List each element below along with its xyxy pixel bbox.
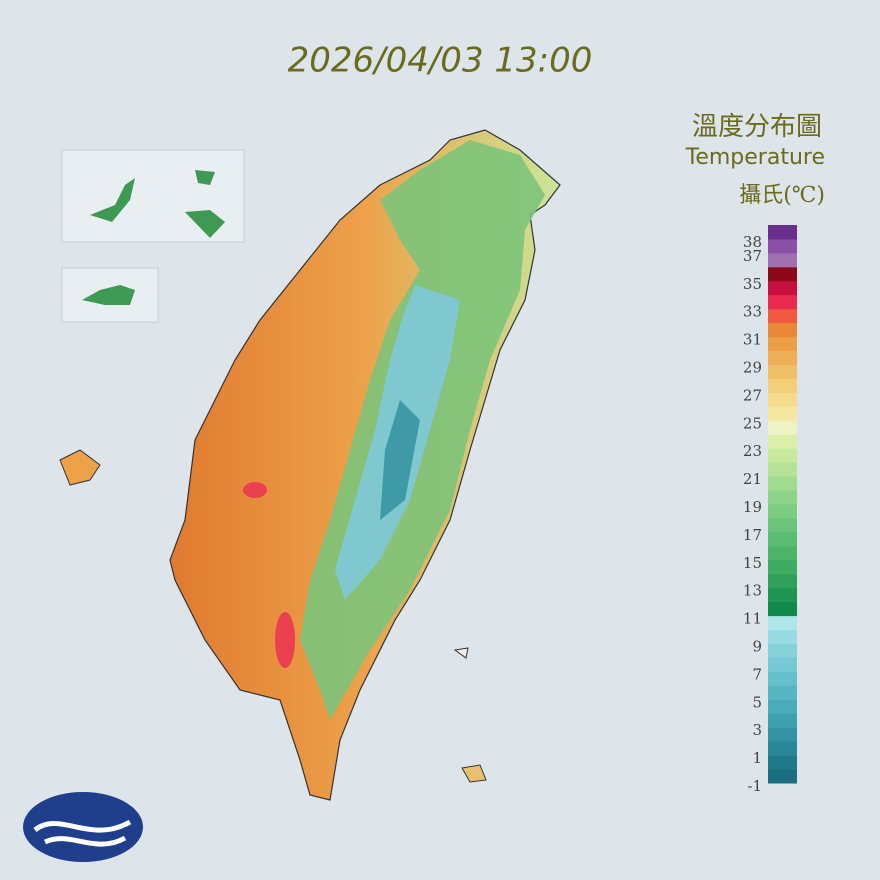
legend-swatch: [768, 755, 797, 770]
legend-swatch: [768, 434, 797, 449]
legend-label: -1: [747, 777, 762, 795]
legend-swatch: [768, 699, 797, 714]
logo-waves: [33, 819, 132, 847]
legend-unit: 攝氏(℃): [739, 183, 825, 208]
legend-swatch: [768, 587, 797, 603]
legend-label: 37: [743, 247, 762, 265]
legend-label: 27: [743, 386, 762, 404]
legend-swatch: [768, 350, 797, 365]
legend-swatch: [768, 225, 797, 240]
legend-swatch: [768, 266, 797, 282]
legend-label: 7: [752, 665, 762, 683]
legend-label: 31: [743, 331, 762, 349]
legend-swatch: [768, 545, 797, 561]
legend-label: 38: [743, 233, 762, 251]
legend-swatch: [768, 336, 797, 352]
legend-swatch: [768, 727, 797, 742]
legend-swatch: [768, 406, 797, 421]
legend-swatch: [768, 643, 797, 658]
legend-label: 35: [743, 275, 762, 293]
legend-swatch: [768, 671, 797, 686]
legend-label: 19: [743, 498, 762, 516]
timestamp: 2026/04/03 13:00: [288, 41, 593, 81]
legend-swatch: [768, 531, 797, 547]
legend-swatch: [768, 573, 797, 589]
legend-swatch: [768, 448, 797, 463]
legend-label: 1: [752, 749, 762, 767]
penghu: [59, 449, 101, 486]
legend-label: 21: [743, 470, 762, 488]
peak-zone: [380, 400, 420, 520]
legend-swatch: [768, 364, 797, 379]
legend-title: 溫度分布圖: [692, 112, 822, 142]
legend-label: 23: [743, 442, 762, 460]
hot-spot: [275, 612, 295, 668]
legend-label: 25: [743, 414, 762, 432]
legend-swatch: [768, 280, 797, 296]
green-island: [453, 647, 469, 659]
inset-islands: [90, 170, 225, 238]
legend-label: 11: [743, 610, 762, 628]
legend-label: 3: [752, 721, 762, 739]
legend-label: 13: [743, 582, 762, 600]
legend-subtitle: Temperature: [685, 145, 825, 170]
legend-swatch: [768, 294, 797, 310]
legend-label: 15: [743, 554, 762, 572]
lanyu: [461, 764, 487, 783]
island-insets: [61, 149, 245, 323]
legend-swatch: [768, 392, 797, 407]
legend-swatch: [768, 769, 797, 784]
legend-label: 17: [743, 526, 762, 544]
legend-swatch: [768, 462, 797, 477]
legend-swatch: [768, 657, 797, 672]
legend-swatch: [768, 741, 797, 756]
legend-swatch: [768, 713, 797, 728]
legend-swatch: [768, 420, 797, 435]
legend-swatch: [768, 378, 797, 393]
legend-swatch: [768, 601, 797, 617]
hot-spot: [243, 482, 267, 498]
cwa-logo: [23, 792, 143, 862]
legend-swatch: [768, 322, 797, 338]
legend-swatch: [768, 559, 797, 575]
legend-swatch: [768, 685, 797, 700]
legend-swatch: [768, 252, 797, 268]
legend-label: 29: [743, 359, 762, 377]
legend-swatch: [768, 517, 797, 533]
kinmen: [82, 285, 135, 305]
legend-swatch: [768, 629, 797, 644]
legend-swatch: [768, 476, 797, 491]
legend-swatch: [768, 308, 797, 324]
legend-swatch: [768, 504, 797, 519]
taiwan-map: [59, 129, 561, 801]
legend-label: 5: [752, 693, 762, 711]
legend-label: 9: [752, 638, 762, 656]
legend-swatch: [768, 615, 797, 631]
legend-label: 33: [743, 303, 762, 321]
legend-swatch: [768, 238, 797, 254]
legend-swatch: [768, 490, 797, 505]
